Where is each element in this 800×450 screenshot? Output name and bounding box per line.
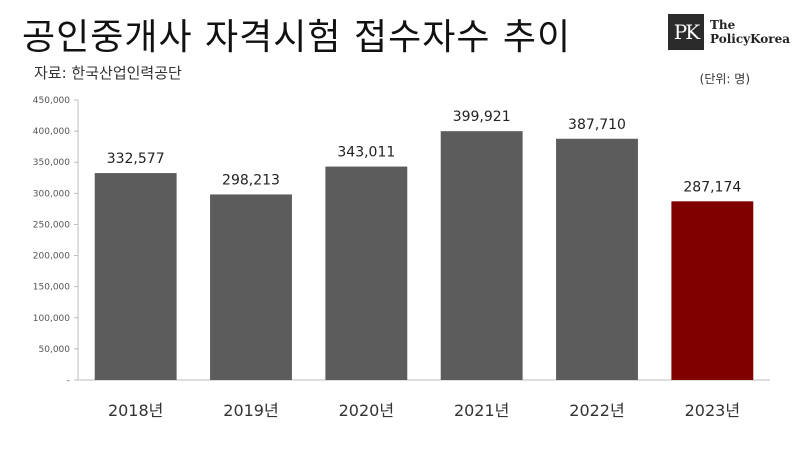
y-tick-label: 350,000 [33,158,70,168]
x-tick-label: 2021년 [454,401,509,420]
data-label: 287,174 [683,179,741,195]
logo-text: The PolicyKorea [710,18,790,46]
bar [325,166,408,380]
data-label: 332,577 [107,151,165,167]
y-tick-label: 450,000 [33,96,70,106]
y-tick-label: 50,000 [39,345,71,355]
y-tick-label: 300,000 [33,189,70,199]
bar [440,131,523,380]
y-tick-label: 200,000 [33,252,70,262]
x-tick-label: 2018년 [108,401,163,420]
y-tick-label: 150,000 [33,283,70,293]
source-note: 자료: 한국산업인력공단 [34,64,182,82]
x-tick-label: 2020년 [339,401,394,420]
chart-title: 공인중개사 자격시험 접수자수 추이 [22,17,572,58]
y-tick-label: 100,000 [33,314,70,324]
logo-line-2: PolicyKorea [710,32,791,46]
bar [94,173,177,380]
logo-mark-icon: PK [668,14,704,50]
logo-line-1: The [710,18,736,32]
data-label: 387,710 [568,117,626,133]
x-tick-label: 2023년 [685,401,740,420]
publisher-logo: PK The PolicyKorea [668,14,790,50]
bar [210,194,292,380]
data-label: 298,213 [222,172,280,188]
y-tick-label: - [67,376,70,386]
y-tick-label: 400,000 [33,127,70,137]
data-label: 343,011 [337,145,395,161]
unit-note: (단위: 명) [699,72,750,86]
bar [556,138,638,380]
data-label: 399,921 [453,109,511,125]
y-tick-label: 250,000 [33,220,70,230]
x-tick-label: 2022년 [569,401,624,420]
x-tick-label: 2019년 [223,401,278,420]
bar [671,201,754,380]
